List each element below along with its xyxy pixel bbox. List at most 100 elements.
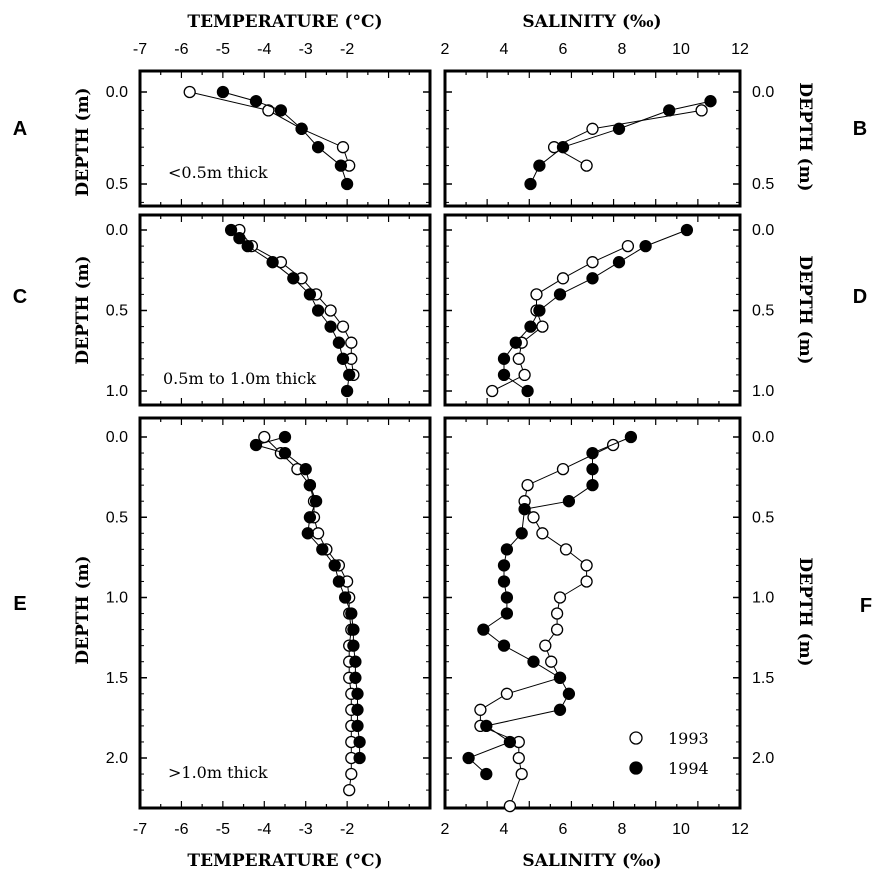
y-tick-label-f: 0.5 [752,509,774,526]
x-tick-label-salinity-top: 6 [559,41,568,58]
data-point-f-1993 [527,511,540,524]
data-point-b-1994 [524,177,537,191]
data-point-f-1994 [480,767,493,781]
data-point-e-1994 [349,671,362,684]
y-tick-label-e: 0.5 [106,509,128,526]
data-point-f-1994 [562,687,576,700]
data-point-e-1994 [303,478,317,492]
x-tick-label-temperature-bottom: -2 [340,821,354,838]
data-point-f-1993 [553,591,567,604]
data-point-f-1994 [500,607,514,620]
depth-axis-title-f: DEPTH (m) [795,557,815,666]
depth-axis-title-e: DEPTH (m) [73,555,93,664]
series-line-f-1994 [467,436,632,775]
legend: 1993 1994 [629,729,709,778]
data-point-a-1993 [183,85,196,99]
series-line-b-1993 [553,109,702,167]
data-point-d-1994 [612,256,626,269]
data-point-d-1994 [680,223,694,237]
data-point-e-1994 [347,623,360,636]
x-tick-label-salinity-top: 2 [441,41,450,58]
x-tick-label-temperature-top: -6 [174,41,188,58]
panel-letter-d: D [853,286,867,308]
data-point-c-1994 [336,352,350,365]
data-point-f-1993 [556,462,570,476]
data-point-f-1993 [521,478,534,492]
data-point-e-1994 [349,655,362,668]
panel-letter-f: F [860,595,872,617]
data-point-d-1993 [621,239,635,253]
data-point-d-1994 [497,352,511,365]
x-tick-label-temperature-top: -4 [257,41,271,58]
data-point-e-1993 [343,783,356,797]
data-point-d-1994 [586,272,599,285]
depth-axis-title-a: DEPTH (m) [73,87,93,196]
y-tick-label-c: 0.5 [106,303,128,320]
y-tick-label-c: 1.0 [106,383,128,400]
data-point-e-1994 [299,462,312,476]
x-tick-label-salinity-bottom: 10 [672,821,690,838]
x-tick-label-salinity-top: 4 [500,41,509,58]
panel-letter-b: B [853,118,867,140]
y-tick-label-f: 1.0 [752,590,774,607]
x-tick-label-temperature-bottom: -4 [257,821,271,838]
data-point-c-1993 [345,336,358,349]
x-tick-label-salinity-top: 10 [672,41,690,58]
x-tick-label-salinity-bottom: 4 [500,821,509,838]
series-line-d-1993 [491,245,629,392]
data-point-f-1994 [553,703,567,716]
data-point-e-1994 [345,607,358,620]
depth-axis-title-b: DEPTH (m) [795,82,815,191]
data-point-c-1994 [224,223,238,237]
data-point-e-1994 [353,751,366,765]
data-point-f-1993 [515,767,528,781]
data-point-f-1994 [500,543,514,556]
data-point-f-1993 [580,575,593,588]
series-line-f-1993 [479,444,614,807]
panel-frame-b [443,69,742,208]
data-point-c-1994 [332,336,346,349]
legend-marker-1994 [629,761,643,775]
x-tick-label-temperature-bottom: -6 [174,821,188,838]
y-tick-label-d: 0.0 [752,222,774,239]
data-point-f-1993 [536,527,549,540]
data-point-e-1994 [338,591,352,604]
data-point-c-1993 [336,320,350,333]
data-point-b-1994 [556,141,570,154]
y-tick-label-a: 0.0 [106,84,128,101]
data-point-b-1994 [663,104,676,117]
data-point-f-1994 [518,503,531,516]
data-point-d-1994 [509,336,522,349]
panel-note-e: >1.0m thick [168,763,268,782]
series-line-e-1994 [254,436,361,758]
data-point-d-1994 [533,304,546,317]
panel-letter-c: C [13,286,27,308]
y-tick-label-f: 1.5 [752,670,774,687]
data-point-e-1994 [301,527,314,540]
data-point-e-1994 [347,639,360,652]
y-tick-label-a: 0.5 [106,176,128,193]
y-tick-label-f: 2.0 [752,750,774,767]
depth-axis-title-d: DEPTH (m) [795,255,815,364]
data-point-f-1994 [462,751,475,765]
data-point-f-1993 [503,799,517,813]
data-point-e-1994 [316,543,329,556]
data-point-a-1994 [274,104,288,117]
x-tick-label-salinity-bottom: 6 [559,821,568,838]
x-tick-label-temperature-bottom: -5 [216,821,230,838]
data-point-f-1994 [586,478,599,492]
data-point-f-1994 [503,735,517,749]
data-point-b-1994 [533,159,546,172]
data-point-c-1994 [311,304,325,317]
x-tick-label-salinity-bottom: 2 [441,821,450,838]
data-point-f-1993 [559,543,573,556]
data-point-c-1994 [266,256,279,269]
data-point-a-1993 [336,141,350,154]
data-point-d-1993 [512,352,525,365]
data-point-e-1994 [309,495,323,508]
data-point-e-1994 [278,430,292,444]
data-point-b-1994 [704,95,717,108]
salinity-axis-title-top: SALINITY (‰) [522,12,661,32]
salinity-axis-title-bottom: SALINITY (‰) [522,851,661,871]
series-line-a-1993 [189,91,350,166]
